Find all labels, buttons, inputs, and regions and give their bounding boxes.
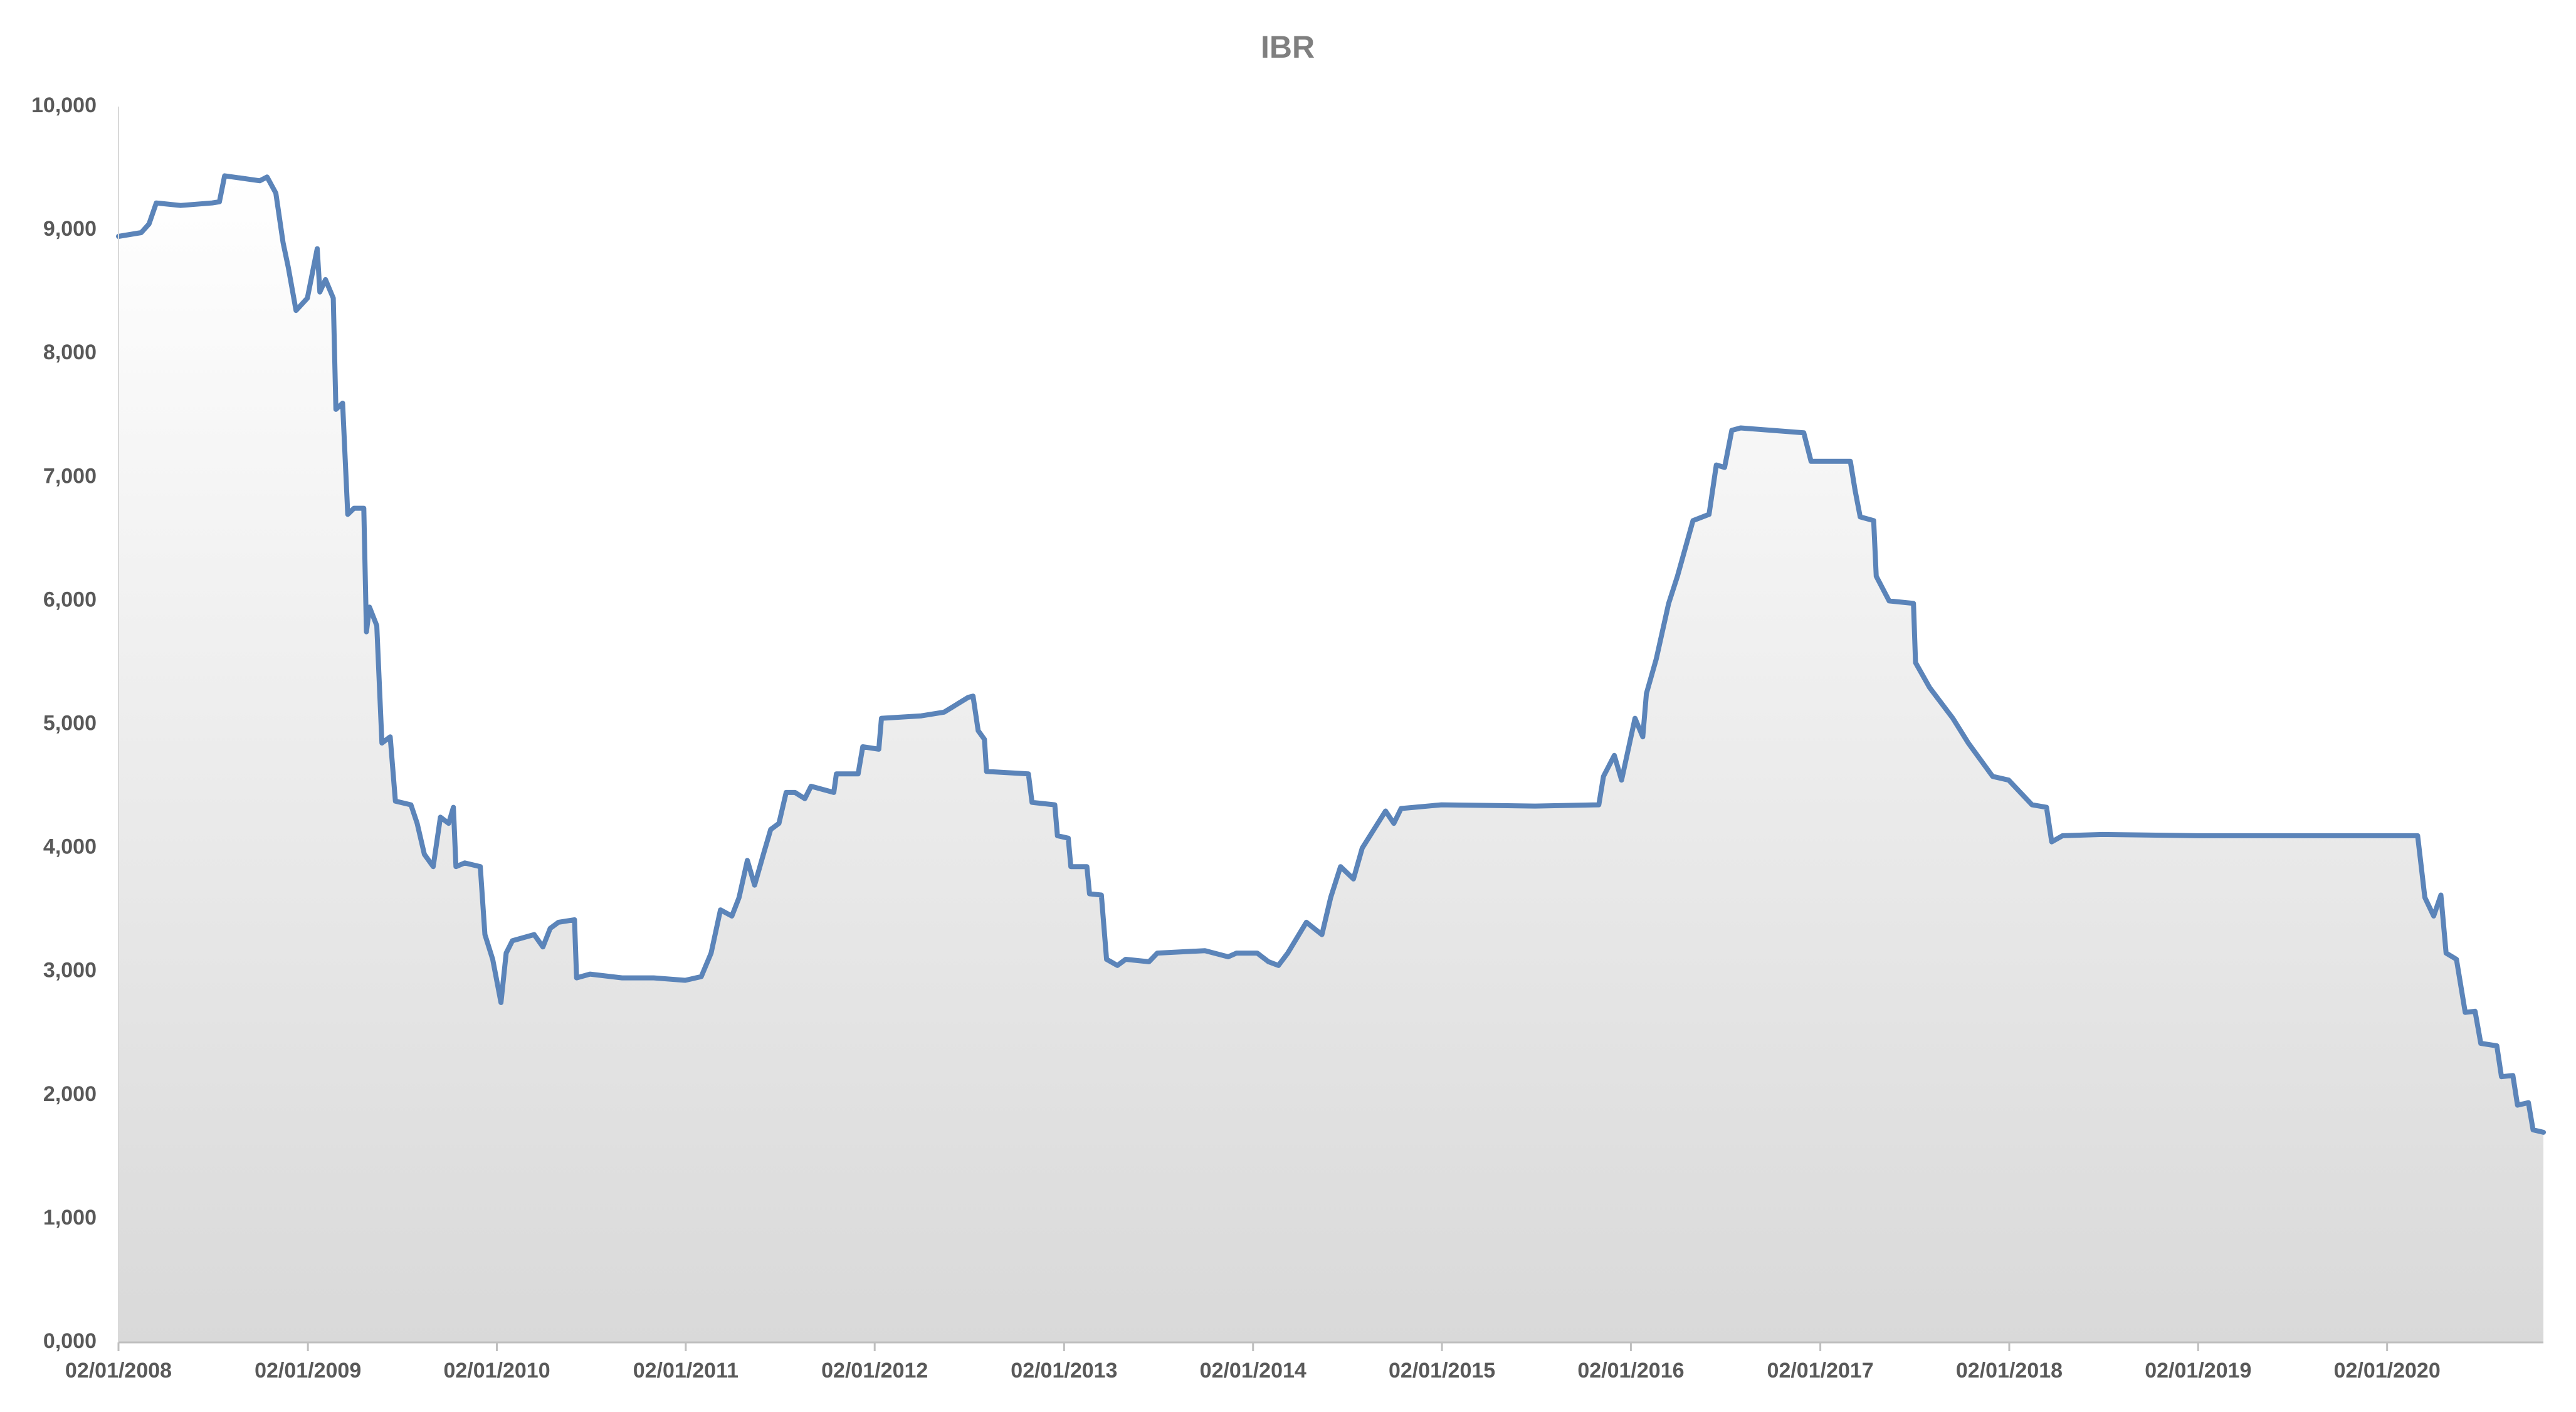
x-tick-label: 02/01/2014 [1200,1359,1306,1383]
x-tick-label: 02/01/2011 [633,1359,739,1383]
x-tick-label: 02/01/2008 [65,1359,172,1383]
y-tick-label: 3,000 [43,959,97,983]
x-tick-label: 02/01/2018 [1956,1359,2063,1383]
x-tick-label: 02/01/2020 [2334,1359,2441,1383]
x-tick-label: 02/01/2012 [821,1359,928,1383]
y-tick-label: 8,000 [43,340,97,364]
y-tick-label: 5,000 [43,711,97,735]
y-tick-label: 9,000 [43,217,97,241]
area [118,176,2543,1342]
y-tick-label: 10,000 [31,93,97,117]
x-tick-label: 02/01/2013 [1011,1359,1117,1383]
x-tick-label: 02/01/2009 [255,1359,361,1383]
x-tick-label: 02/01/2016 [1577,1359,1684,1383]
y-tick-label: 2,000 [43,1082,97,1106]
x-tick-label: 02/01/2017 [1767,1359,1874,1383]
y-tick-label: 0,000 [43,1329,97,1353]
x-tick-label: 02/01/2015 [1389,1359,1495,1383]
y-tick-label: 6,000 [43,587,97,611]
y-tick-label: 4,000 [43,835,97,859]
line [116,173,2546,1135]
x-tick-label: 02/01/2010 [443,1359,550,1383]
chart-title: IBR [1261,29,1315,65]
y-tick-label: 1,000 [43,1206,97,1230]
y-tick-label: 7,000 [43,464,97,488]
x-tick-label: 02/01/2019 [2145,1359,2251,1383]
